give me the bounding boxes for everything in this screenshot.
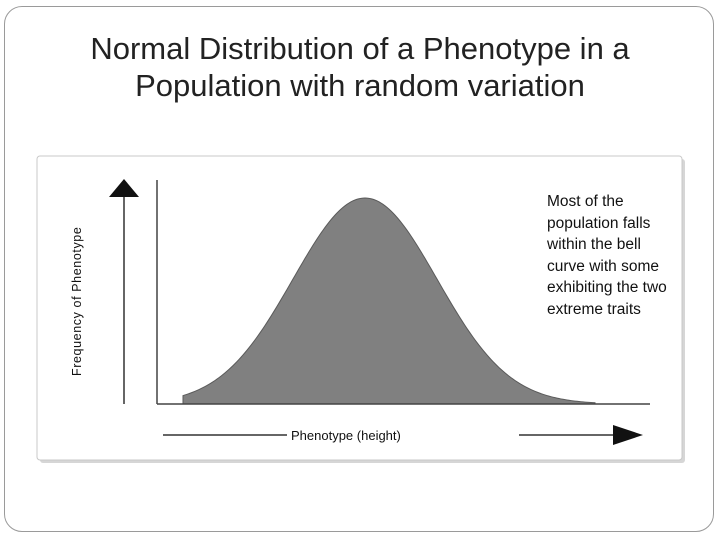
x-arrow-head-icon: [613, 425, 643, 445]
caption-line: exhibiting the two: [547, 279, 667, 296]
caption-line: extreme traits: [547, 300, 641, 318]
title-line-1: Normal Distribution of a Phenotype in a: [90, 31, 630, 66]
bell-curve: [182, 197, 596, 405]
caption-text: Most of the population falls within the …: [547, 191, 717, 320]
caption-line: Most of the: [547, 193, 624, 210]
y-axis-label: Frequency of Phenotype: [70, 227, 84, 376]
caption-line: population falls: [547, 214, 651, 232]
y-arrow-head-icon: [109, 179, 139, 197]
caption-line: curve with some: [547, 257, 659, 275]
title-line-2: Population with random variation: [135, 68, 585, 103]
x-axis-label: Phenotype (height): [291, 428, 401, 443]
slide-title: Normal Distribution of a Phenotype in a …: [60, 30, 660, 104]
caption-line: within the bell: [547, 236, 641, 253]
